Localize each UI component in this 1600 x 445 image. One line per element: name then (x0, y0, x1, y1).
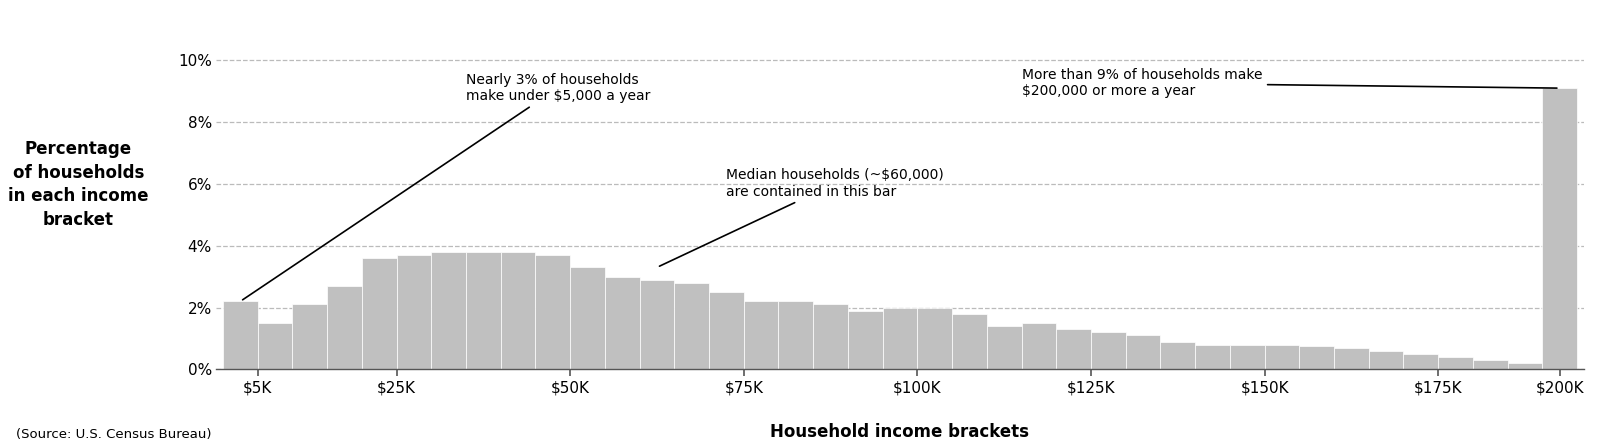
Bar (1195, 344, 1230, 369)
Bar (605, 277, 640, 369)
Text: More than 9% of households make
$200,000 or more a year: More than 9% of households make $200,000… (1021, 68, 1557, 98)
Bar (848, 311, 883, 369)
Bar (883, 307, 917, 369)
Bar (1368, 351, 1403, 369)
Bar (293, 304, 326, 369)
Bar (987, 326, 1021, 369)
Bar (1264, 344, 1299, 369)
Bar (1403, 354, 1438, 369)
Bar (326, 286, 362, 369)
Bar (570, 267, 605, 369)
Bar (1021, 323, 1056, 369)
Bar (1230, 344, 1264, 369)
Bar (222, 301, 258, 369)
Bar (640, 280, 674, 369)
Bar (1507, 363, 1542, 369)
Bar (744, 301, 779, 369)
Bar (1299, 346, 1334, 369)
Text: Nearly 3% of households
make under $5,000 a year: Nearly 3% of households make under $5,00… (243, 73, 650, 300)
Bar (501, 252, 536, 369)
Bar (1334, 348, 1368, 369)
Bar (536, 255, 570, 369)
Bar (1126, 336, 1160, 369)
Bar (709, 292, 744, 369)
Text: Percentage
of households
in each income
bracket: Percentage of households in each income … (8, 140, 149, 229)
Bar (1438, 357, 1474, 369)
Bar (1056, 329, 1091, 369)
Bar (466, 252, 501, 369)
Bar (952, 314, 987, 369)
Bar (917, 307, 952, 369)
Bar (1160, 342, 1195, 369)
Text: Household income brackets: Household income brackets (771, 423, 1029, 441)
Bar (779, 301, 813, 369)
Bar (258, 323, 293, 369)
Text: (Source: U.S. Census Bureau): (Source: U.S. Census Bureau) (16, 428, 211, 441)
Bar (1091, 332, 1126, 369)
Bar (362, 258, 397, 369)
Bar (397, 255, 432, 369)
Bar (1542, 88, 1578, 369)
Bar (432, 252, 466, 369)
Bar (674, 283, 709, 369)
Bar (1474, 360, 1507, 369)
Bar (813, 304, 848, 369)
Text: Median households (~$60,000)
are contained in this bar: Median households (~$60,000) are contain… (659, 169, 944, 266)
